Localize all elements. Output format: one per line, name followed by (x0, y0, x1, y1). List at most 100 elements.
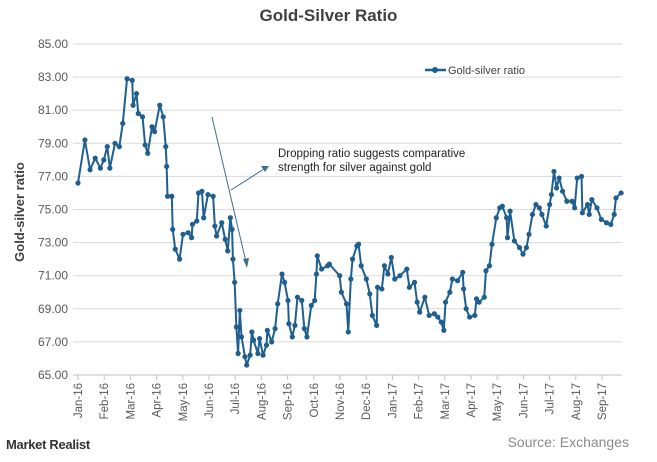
x-tick-label: Apr-16 (152, 383, 164, 418)
data-point (547, 201, 553, 208)
x-tick-label: Dec-16 (361, 383, 373, 420)
data-point (313, 271, 320, 277)
data-point (543, 223, 549, 229)
data-point (210, 193, 216, 199)
data-point (299, 297, 305, 304)
data-point (417, 309, 423, 315)
data-point (460, 269, 466, 275)
data-point (222, 236, 228, 242)
data-point (238, 334, 245, 340)
y-tick-label: 85.00 (38, 37, 68, 51)
data-point (279, 271, 285, 277)
data-point (233, 324, 239, 330)
data-point (272, 326, 278, 332)
data-point (225, 248, 231, 254)
data-point (160, 114, 166, 120)
data-point (608, 221, 614, 227)
x-tick-label: Aug-17 (571, 383, 583, 420)
y-tick-label: 71.00 (38, 269, 68, 283)
data-point (460, 286, 467, 292)
x-axis-ticks: Jan-16 Feb-16 Mar-16 Apr-16 May-16 Jun-16 Jul-… (73, 375, 609, 421)
data-point (152, 129, 158, 135)
data-point (230, 256, 236, 262)
data-point (520, 251, 526, 257)
data-point (163, 144, 169, 150)
data-point (185, 230, 191, 236)
source-note: Source: Exchanges (507, 434, 629, 450)
data-point (337, 273, 343, 279)
data-point (205, 192, 211, 198)
y-axis-ticks: 65.00 67.00 69.00 71.00 73.00 75.00 77.00 79.00… (38, 37, 68, 382)
data-point (431, 311, 437, 317)
data-point (87, 167, 93, 173)
data-point (449, 276, 456, 282)
data-point (263, 342, 270, 348)
data-point (75, 180, 81, 186)
data-point (157, 102, 163, 108)
data-point (374, 284, 381, 290)
legend-label: Gold-silver ratio (448, 65, 525, 77)
data-point (212, 223, 218, 229)
y-tick-label: 83.00 (38, 70, 68, 84)
data-point (129, 77, 135, 84)
data-point (247, 352, 253, 358)
data-point (164, 193, 171, 199)
series-gold-silver-ratio (75, 76, 624, 368)
annotation-arrow-down (211, 116, 247, 263)
data-point (255, 350, 261, 357)
market-realist-logo: Market Realist (6, 437, 90, 452)
data-point (426, 312, 432, 319)
data-point (379, 286, 385, 292)
data-point (586, 211, 592, 218)
y-tick-label: 69.00 (38, 302, 68, 316)
data-point (312, 297, 318, 304)
data-point (392, 276, 398, 282)
data-point (529, 211, 536, 218)
data-point (556, 175, 562, 181)
legend-marker (432, 67, 438, 73)
series-line (77, 77, 622, 367)
data-point (194, 218, 200, 224)
data-point (199, 188, 205, 194)
y-tick-label: 65.00 (38, 368, 68, 382)
data-point (504, 235, 511, 241)
x-tick-label: Sep-17 (597, 383, 609, 420)
data-point (369, 312, 375, 319)
data-point (318, 266, 325, 272)
data-point (442, 299, 449, 305)
data-point (481, 294, 487, 300)
data-point (504, 215, 510, 221)
data-point (260, 352, 266, 358)
data-point (499, 203, 505, 209)
data-point (257, 335, 263, 342)
x-tick-label: Jan-16 (73, 383, 85, 418)
data-point (493, 215, 499, 221)
data-point (467, 314, 473, 320)
y-tick-label: 81.00 (38, 103, 68, 117)
data-point (227, 215, 233, 221)
data-point (507, 208, 513, 214)
data-point (116, 144, 122, 150)
data-point (411, 279, 418, 285)
data-point (275, 301, 281, 307)
data-point (348, 276, 354, 282)
y-tick-label: 73.00 (38, 236, 68, 250)
y-axis-label: Gold-silver ratio (12, 162, 27, 262)
data-point (285, 297, 291, 304)
x-tick-label: Jul-17 (545, 383, 557, 414)
data-point (237, 307, 243, 314)
x-tick-label: Apr-17 (466, 383, 478, 418)
data-point (574, 175, 580, 181)
data-point (603, 220, 610, 226)
annotation-line-1: Dropping ratio suggests comparative (278, 148, 465, 160)
data-point (172, 246, 178, 252)
data-point (584, 201, 591, 208)
data-point (133, 91, 140, 97)
data-point (578, 173, 585, 179)
data-point (349, 256, 356, 262)
x-tick-label: Nov-16 (335, 383, 347, 420)
data-point (553, 185, 560, 191)
data-point (551, 168, 557, 175)
data-point (363, 276, 369, 282)
